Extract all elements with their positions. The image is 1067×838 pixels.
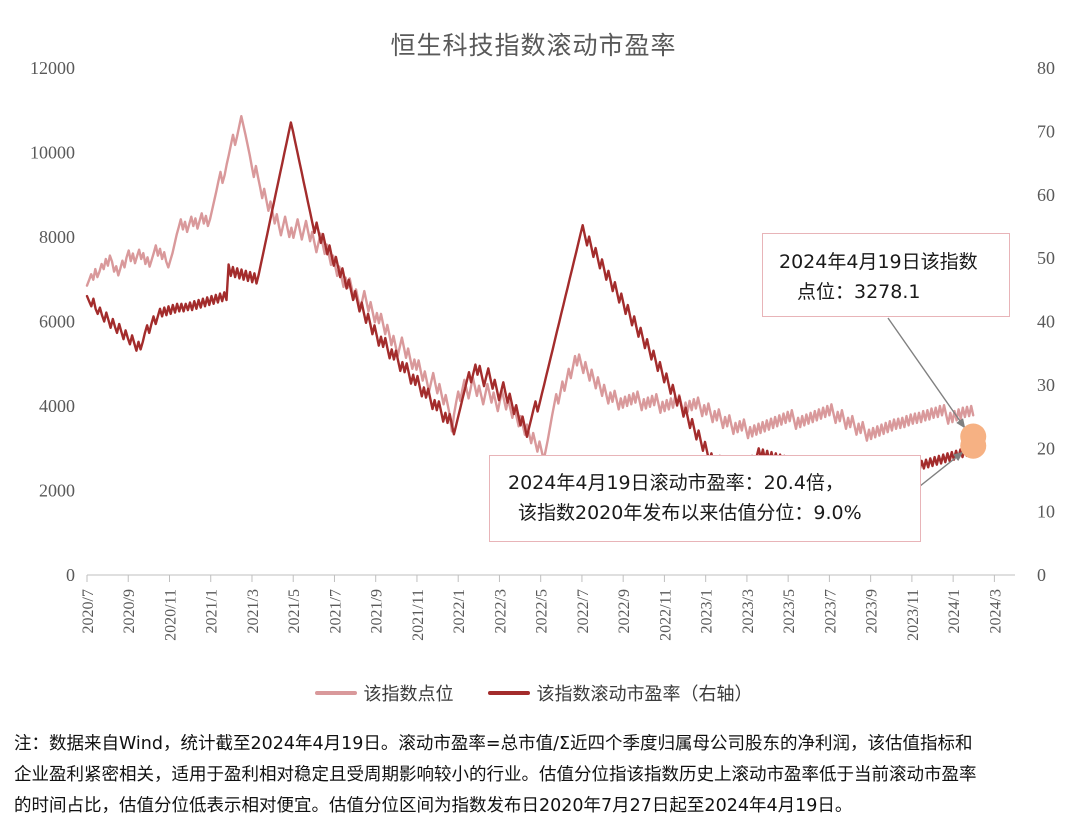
legend-item[interactable]: 该指数滚动市盈率（右轴） [487, 680, 753, 706]
y-axis-right-tick-label: 10 [1037, 502, 1055, 522]
x-axis-tick-label: 2022/5 [534, 589, 551, 633]
y-axis-right-tick-label: 80 [1037, 58, 1055, 78]
x-axis-tick-label: 2020/7 [80, 589, 97, 633]
x-axis-tick-label: 2024/3 [987, 589, 1004, 633]
y-axis-left-tick-label: 10000 [30, 143, 75, 163]
x-axis-tick-label: 2021/1 [204, 589, 221, 633]
x-axis-tick-label: 2020/9 [121, 589, 138, 633]
y-axis-left-tick-label: 12000 [30, 58, 75, 78]
y-axis-left-tick-label: 4000 [39, 396, 75, 416]
x-axis-tick-label: 2023/11 [905, 589, 922, 641]
x-axis-tick-label: 2022/11 [657, 589, 674, 641]
x-axis-tick-label: 2023/7 [822, 589, 839, 633]
callout-index-point-line1: 2024年4月19日该指数 [779, 251, 978, 273]
callout-pe-ratio: 2024年4月19日滚动市盈率：20.4倍， 该指数2020年发布以来估值分位：… [489, 455, 921, 542]
y-axis-left-tick-label: 6000 [39, 312, 75, 332]
y-axis-left-tick-label: 0 [66, 565, 75, 585]
x-axis-tick-label: 2021/3 [245, 589, 262, 633]
footnote-line-2: 企业盈利紧密相关，适用于盈利相对稳定且受周期影响较小的行业。估值分位指该指数历史… [14, 765, 977, 785]
callout-pe-ratio-line2: 该指数2020年发布以来估值分位：9.0% [518, 502, 862, 524]
endpoint-marker-pe-ratio [960, 432, 987, 459]
y-axis-left-tick-label: 2000 [39, 481, 75, 501]
x-axis-tick-label: 2022/7 [575, 589, 592, 633]
x-axis-tick-label: 2021/7 [327, 589, 344, 633]
x-axis-tick-label: 2023/3 [740, 589, 757, 633]
callout-index-point-arrow [887, 317, 966, 429]
x-axis-tick-label: 2023/1 [699, 589, 716, 633]
y-axis-right-tick-label: 50 [1037, 248, 1055, 268]
chart-title: 恒生科技指数滚动市盈率 [390, 31, 677, 60]
chart-legend: 该指数点位 该指数滚动市盈率（右轴） [0, 680, 1067, 706]
y-axis-right-tick-label: 20 [1037, 438, 1055, 458]
y-axis-right-tick-label: 40 [1037, 312, 1055, 332]
callout-index-point: 2024年4月19日该指数 点位：3278.1 [762, 233, 1010, 317]
chart-footnote: 注：数据来自Wind，统计截至2024年4月19日。滚动市盈率=总市值/Σ近四个… [14, 729, 1057, 822]
y-axis-right-tick-label: 70 [1037, 121, 1055, 141]
x-axis-tick-label: 2021/9 [369, 589, 386, 633]
chart-plot-area: 0 2000 4000 6000 8000 10000 12000 0 10 20 30 40 50 60… [30, 58, 1055, 641]
legend-swatch-icon [314, 691, 357, 695]
x-axis-tick-label: 2022/9 [616, 589, 633, 633]
legend-swatch-icon [487, 691, 530, 695]
y-axis-right-tick-label: 60 [1037, 185, 1055, 205]
x-axis-tick-label: 2021/5 [286, 589, 303, 633]
y-axis-right-tick-label: 0 [1037, 565, 1046, 585]
x-axis-tick-label: 2024/1 [946, 589, 963, 633]
callout-index-point-line2: 点位：3278.1 [797, 281, 921, 303]
x-axis-tick-label: 2022/3 [492, 589, 509, 633]
x-axis-tick-label: 2023/9 [864, 589, 881, 633]
x-axis-tick-label: 2020/11 [162, 589, 179, 641]
y-axis-left-tick-label: 8000 [39, 227, 75, 247]
callout-pe-ratio-line1: 2024年4月19日滚动市盈率：20.4倍， [508, 472, 844, 494]
footnote-line-1: 注：数据来自Wind，统计截至2024年4月19日。滚动市盈率=总市值/Σ近四个… [14, 734, 973, 754]
x-axis-tick-label: 2022/1 [451, 589, 468, 633]
x-axis-tick-label: 2021/11 [410, 589, 427, 641]
legend-item[interactable]: 该指数点位 [314, 680, 454, 706]
legend-item-label: 该指数点位 [363, 684, 454, 705]
legend-item-label: 该指数滚动市盈率（右轴） [536, 684, 753, 705]
x-axis-tick-label: 2023/5 [781, 589, 798, 633]
footnote-line-3: 的时间占比，估值分位低表示相对便宜。估值分位区间为指数发布日2020年7月27日… [14, 796, 853, 816]
series-line [85, 114, 975, 462]
y-axis-right-tick-label: 30 [1037, 375, 1055, 395]
